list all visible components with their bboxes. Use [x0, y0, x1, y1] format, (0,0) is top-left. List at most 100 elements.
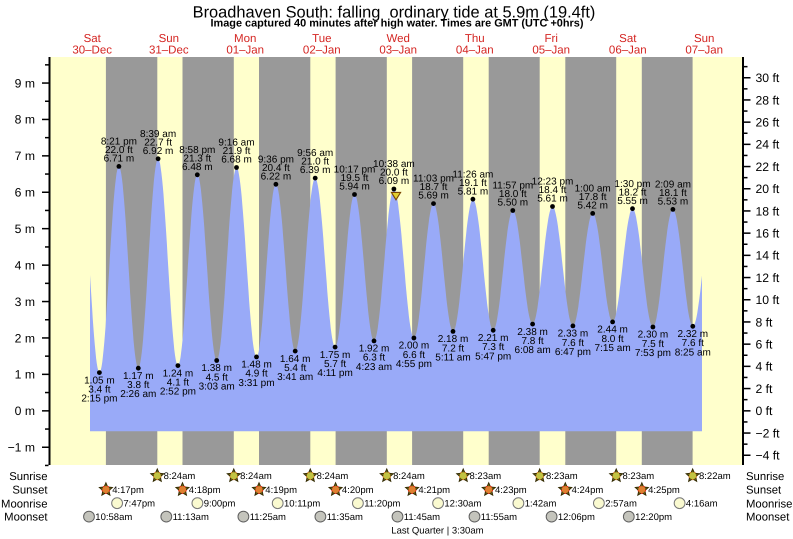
svg-text:9:16 am: 9:16 am [218, 138, 254, 149]
svg-text:4:25pm: 4:25pm [648, 485, 680, 496]
svg-text:6.71 m: 6.71 m [104, 154, 135, 165]
svg-text:3:31 pm: 3:31 pm [238, 378, 274, 389]
svg-text:6.6 ft: 6.6 ft [403, 350, 425, 361]
svg-text:−2 ft: −2 ft [756, 426, 781, 440]
svg-text:01–Jan: 01–Jan [226, 45, 264, 57]
svg-text:7:15 am: 7:15 am [595, 343, 631, 354]
svg-text:6.3 ft: 6.3 ft [363, 353, 385, 364]
svg-text:7.5 ft: 7.5 ft [642, 339, 664, 350]
svg-text:04–Jan: 04–Jan [456, 45, 494, 57]
svg-text:7.8 ft: 7.8 ft [521, 336, 543, 347]
svg-text:8:23am: 8:23am [470, 471, 502, 482]
svg-text:9:56 am: 9:56 am [297, 148, 333, 159]
svg-text:24 ft: 24 ft [756, 138, 780, 152]
svg-text:10:38 am: 10:38 am [373, 159, 415, 170]
svg-text:3.8 ft: 3.8 ft [127, 380, 149, 391]
svg-text:4 m: 4 m [15, 258, 35, 272]
svg-text:22.0 ft: 22.0 ft [105, 145, 133, 156]
svg-text:2.30 m: 2.30 m [638, 330, 669, 341]
svg-text:11:55am: 11:55am [481, 512, 517, 523]
svg-text:0 ft: 0 ft [756, 404, 774, 418]
svg-text:26 ft: 26 ft [756, 116, 780, 130]
svg-text:20.4 ft: 20.4 ft [262, 163, 290, 174]
svg-text:6 ft: 6 ft [756, 338, 774, 352]
svg-text:7:47pm: 7:47pm [123, 499, 155, 510]
svg-text:5.69 m: 5.69 m [418, 191, 449, 202]
svg-text:Sun: Sun [159, 33, 179, 45]
svg-text:Moonset: Moonset [4, 512, 48, 524]
svg-text:6.48 m: 6.48 m [182, 162, 213, 173]
svg-text:Sat: Sat [84, 33, 102, 45]
svg-text:11:25am: 11:25am [250, 512, 286, 523]
svg-text:21.3 ft: 21.3 ft [183, 153, 211, 164]
svg-text:9:00pm: 9:00pm [204, 499, 236, 510]
svg-text:2.32 m: 2.32 m [678, 329, 709, 340]
svg-text:20 ft: 20 ft [756, 182, 780, 196]
svg-text:2.38 m: 2.38 m [517, 327, 548, 338]
svg-text:11:26 am: 11:26 am [452, 169, 493, 180]
svg-text:21.9 ft: 21.9 ft [223, 146, 251, 157]
svg-text:11:13am: 11:13am [173, 512, 209, 523]
svg-text:Sunset: Sunset [746, 485, 782, 497]
svg-text:5:11 am: 5:11 am [435, 352, 470, 363]
svg-text:4:16am: 4:16am [686, 499, 718, 510]
svg-text:7.3 ft: 7.3 ft [482, 342, 504, 353]
svg-text:11:35am: 11:35am [327, 512, 363, 523]
svg-text:4.1 ft: 4.1 ft [167, 378, 189, 389]
svg-text:18.1 ft: 18.1 ft [659, 188, 687, 199]
svg-text:2:15 pm: 2:15 pm [81, 394, 117, 405]
svg-text:18.0 ft: 18.0 ft [499, 189, 527, 200]
svg-text:17.8 ft: 17.8 ft [579, 192, 607, 203]
svg-text:8:24am: 8:24am [240, 471, 272, 482]
svg-text:Moonrise: Moonrise [1, 498, 47, 510]
svg-text:10:58am: 10:58am [95, 512, 132, 523]
svg-text:Broadhaven South: falling ord: Broadhaven South: falling ordinary tide … [193, 4, 596, 22]
svg-text:Sunrise: Sunrise [9, 471, 47, 483]
svg-text:6.09 m: 6.09 m [379, 176, 410, 187]
svg-text:4:11 pm: 4:11 pm [317, 368, 352, 379]
svg-text:12:23 pm: 12:23 pm [532, 177, 574, 188]
svg-text:1.64 m: 1.64 m [280, 354, 311, 365]
svg-text:16 ft: 16 ft [756, 227, 780, 241]
svg-text:7.6 ft: 7.6 ft [562, 338, 584, 349]
svg-text:8:39 am: 8:39 am [140, 129, 176, 140]
svg-text:18.7 ft: 18.7 ft [420, 182, 448, 193]
svg-text:4.9 ft: 4.9 ft [245, 369, 267, 380]
svg-text:28 ft: 28 ft [756, 93, 780, 107]
svg-text:4:55 pm: 4:55 pm [396, 359, 432, 370]
svg-text:5:47 pm: 5:47 pm [475, 351, 511, 362]
svg-text:1:30 pm: 1:30 pm [614, 179, 650, 190]
svg-text:5.7 ft: 5.7 ft [324, 359, 346, 370]
svg-text:21.0 ft: 21.0 ft [301, 157, 329, 168]
svg-text:Sunset: Sunset [12, 485, 48, 497]
svg-text:Moonrise: Moonrise [746, 498, 792, 510]
svg-text:8:25 am: 8:25 am [675, 347, 711, 358]
svg-text:02–Jan: 02–Jan [303, 45, 341, 57]
svg-text:6:08 am: 6:08 am [515, 345, 551, 356]
svg-text:Moonset: Moonset [746, 512, 790, 524]
svg-text:4:23 am: 4:23 am [356, 362, 392, 373]
svg-text:6.39 m: 6.39 m [300, 165, 331, 176]
svg-text:5.50 m: 5.50 m [498, 198, 529, 209]
svg-text:4:18pm: 4:18pm [189, 485, 221, 496]
svg-text:19.5 ft: 19.5 ft [341, 173, 369, 184]
svg-text:5 m: 5 m [15, 222, 35, 236]
svg-text:Image captured 40 minutes afte: Image captured 40 minutes after high wat… [211, 18, 584, 30]
svg-text:11:20pm: 11:20pm [364, 499, 400, 510]
svg-text:Sun: Sun [694, 33, 714, 45]
svg-text:8 ft: 8 ft [756, 315, 774, 329]
svg-text:2.33 m: 2.33 m [558, 329, 589, 340]
svg-text:05–Jan: 05–Jan [532, 45, 570, 57]
svg-text:11:45am: 11:45am [404, 512, 440, 523]
svg-text:−1 m: −1 m [8, 441, 35, 455]
svg-text:5.4 ft: 5.4 ft [284, 363, 306, 374]
svg-text:6:47 pm: 6:47 pm [555, 347, 591, 358]
svg-text:30–Dec: 30–Dec [72, 45, 112, 57]
svg-text:5.42 m: 5.42 m [577, 201, 608, 212]
svg-text:Mon: Mon [234, 33, 256, 45]
svg-text:2 ft: 2 ft [756, 382, 774, 396]
svg-text:8:21 pm: 8:21 pm [101, 137, 137, 148]
svg-text:Tue: Tue [312, 33, 331, 45]
svg-text:1 m: 1 m [15, 368, 35, 382]
svg-text:2.44 m: 2.44 m [597, 325, 628, 336]
